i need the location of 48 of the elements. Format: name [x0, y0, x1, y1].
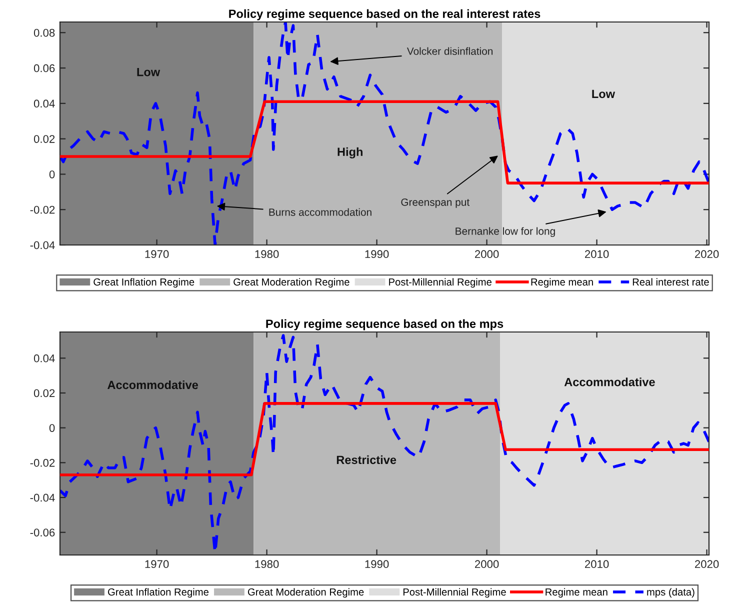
legend-label: Regime mean [531, 278, 593, 288]
x-tick-label: 2020 [695, 250, 719, 258]
y-tick-label: 0 [49, 424, 55, 432]
legend-label: Great Moderation Regime [234, 278, 350, 288]
annotation: Restrictive [336, 455, 396, 464]
annotation: Low [137, 68, 160, 76]
x-tick-label: 1970 [145, 560, 169, 568]
x-tick-label: 1990 [365, 560, 389, 568]
legend-label: Post-Millennial Regime [403, 588, 506, 598]
y-tick-label: 0.06 [34, 64, 55, 72]
line-series [60, 22, 709, 245]
y-tick-label: 0.04 [34, 100, 55, 108]
y-tick-label: 0.02 [34, 135, 55, 143]
legend-label: Regime mean [546, 588, 608, 598]
x-tick-label: 2000 [475, 560, 499, 568]
x-tick-label: 2010 [585, 250, 609, 258]
x-tick-label: 2020 [695, 560, 719, 568]
y-tick-label: -0.02 [30, 206, 55, 214]
legend-label: Post-Millennial Regime [389, 278, 492, 288]
y-tick-label: -0.04 [30, 494, 55, 502]
annotation: Bernanke low for long [456, 227, 555, 237]
y-tick-label: 0.08 [34, 28, 55, 37]
annotation: Accommodative [108, 380, 198, 390]
legend-label: Great Inflation Regime [108, 588, 209, 598]
y-tick-label: 0.04 [34, 354, 55, 362]
legend-label: Great Moderation Regime [248, 588, 364, 598]
y-tick-label: -0.02 [30, 458, 55, 467]
annotation: High [338, 147, 362, 158]
y-tick-label: -0.06 [30, 528, 55, 536]
chart-title: Policy regime sequence based on the real interest rates [229, 9, 540, 20]
x-tick-label: 2010 [585, 560, 609, 568]
legend-label: Great Inflation Regime [94, 278, 194, 288]
annotation: Volcker disinflation [406, 47, 493, 55]
x-tick-label: 1990 [365, 250, 389, 258]
annotation: Low [592, 90, 616, 98]
annotation: Burns accommodation [269, 208, 372, 216]
y-tick-label: 0.02 [34, 389, 55, 398]
legend-label: Real interest rate [632, 278, 709, 286]
x-tick-label: 1980 [255, 560, 279, 568]
x-tick-label: 1970 [145, 250, 169, 258]
y-tick-label: -0.04 [30, 241, 55, 250]
annotation: Accommodative [564, 378, 655, 386]
x-tick-label: 1980 [255, 250, 279, 258]
x-tick-label: 2000 [475, 250, 499, 258]
legend-label: mps (data) [647, 588, 694, 598]
chart-title: Policy regime sequence based on the mps [266, 319, 504, 330]
annotation: Greenspan put [401, 198, 470, 208]
y-tick-label: 0 [49, 170, 55, 178]
